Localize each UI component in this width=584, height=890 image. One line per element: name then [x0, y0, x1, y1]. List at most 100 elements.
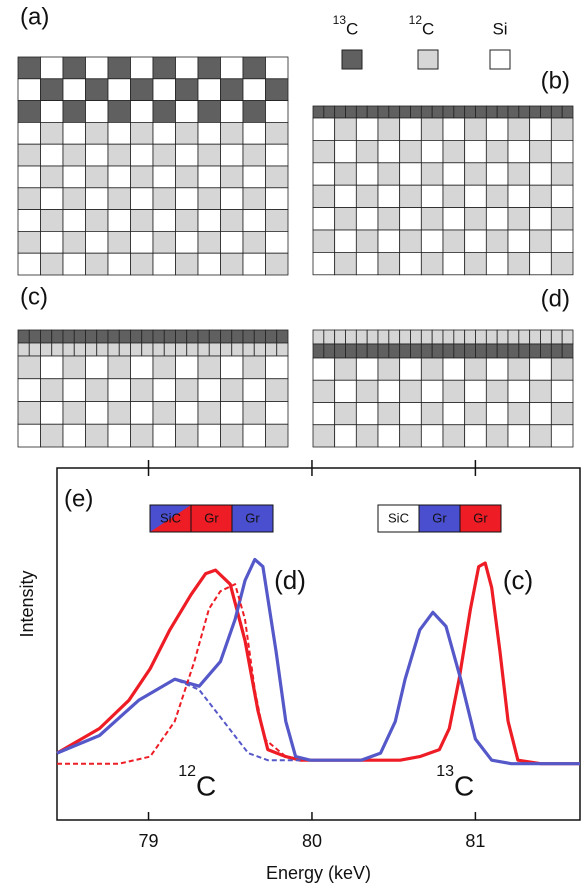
cell: [175, 342, 188, 357]
cell: [220, 165, 244, 189]
cell: [253, 329, 266, 344]
cell: [529, 229, 552, 253]
cell: [197, 378, 221, 402]
cell: [175, 122, 199, 145]
cell: [485, 184, 509, 208]
cell: [96, 342, 109, 357]
cell: [475, 343, 487, 359]
cell: [197, 78, 221, 102]
cell: [40, 329, 53, 344]
cell: [312, 402, 336, 426]
cell: [175, 143, 199, 167]
peak-mass: 13: [436, 763, 454, 780]
cell: [85, 209, 109, 232]
cell: [242, 230, 266, 254]
cell: [40, 355, 64, 380]
cell: [345, 343, 357, 359]
cell: [475, 105, 487, 119]
cell: [355, 343, 368, 359]
cell: [163, 329, 176, 344]
legend-mass: 13: [333, 13, 347, 27]
cell: [420, 105, 433, 119]
cell: [442, 162, 466, 186]
cell: [355, 402, 379, 426]
cell: [107, 165, 131, 189]
x-tick-label: 81: [465, 831, 485, 851]
structure-panels: (a)(b)(c) (d)13 C 12 C Si: [17, 3, 574, 448]
cell: [399, 162, 422, 186]
cell: [464, 251, 487, 276]
cell: [118, 342, 131, 357]
cell: [334, 379, 357, 403]
cell: [366, 343, 379, 359]
cell: [242, 252, 266, 276]
cell: [73, 329, 86, 344]
cell: [130, 252, 154, 276]
cell: [130, 342, 143, 357]
cell: [17, 423, 41, 448]
cell: [17, 78, 41, 102]
cell: [442, 343, 455, 359]
cell: [410, 329, 422, 345]
cell: [175, 401, 199, 425]
cell: [529, 207, 552, 231]
cell: [152, 329, 165, 344]
curve-label: (d): [274, 565, 306, 595]
legend-element: C: [422, 19, 434, 38]
cell: [442, 207, 466, 231]
cell: [399, 117, 422, 141]
cell: [355, 207, 379, 231]
cell: [220, 78, 244, 102]
cell: [175, 423, 199, 448]
cell: [175, 230, 199, 254]
cell: [17, 401, 41, 425]
cell: [96, 329, 109, 344]
legend-element: C: [346, 19, 358, 38]
cell: [152, 143, 176, 167]
cell: [242, 355, 266, 380]
cell: [550, 424, 574, 448]
cell: [377, 139, 401, 164]
cell: [220, 355, 244, 380]
series-line: [56, 557, 580, 766]
cell: [175, 187, 199, 211]
cell: [107, 209, 131, 232]
cell: [507, 207, 531, 231]
cell: [442, 329, 455, 345]
cell: [507, 184, 531, 208]
cell: [485, 105, 498, 119]
cell: [507, 251, 531, 276]
panel-label: (b): [541, 67, 570, 94]
cell: [334, 207, 357, 231]
cell: [377, 251, 401, 276]
cell: [540, 329, 552, 345]
cell: [17, 252, 41, 276]
cell: [540, 105, 552, 119]
cell: [107, 329, 120, 344]
cell: [355, 251, 379, 276]
cell: [242, 122, 266, 145]
cell: [242, 165, 266, 189]
cell: [17, 355, 41, 380]
cell: [107, 78, 131, 102]
cell: [130, 401, 154, 425]
cell: [442, 139, 466, 164]
cell: [529, 105, 541, 119]
cell: [561, 105, 574, 119]
cell: [550, 207, 574, 231]
cell: [550, 357, 574, 381]
cell: [442, 379, 466, 403]
curve-label: (c): [503, 565, 533, 595]
cell: [334, 105, 346, 119]
cell: [485, 207, 509, 231]
inset-layer: [190, 504, 233, 533]
cell: [265, 378, 289, 402]
cell: [355, 357, 379, 381]
cell: [464, 162, 487, 186]
cell: [464, 117, 487, 141]
cell: [550, 162, 574, 186]
cell: [561, 329, 574, 345]
cell: [62, 122, 86, 145]
cell: [62, 329, 75, 344]
